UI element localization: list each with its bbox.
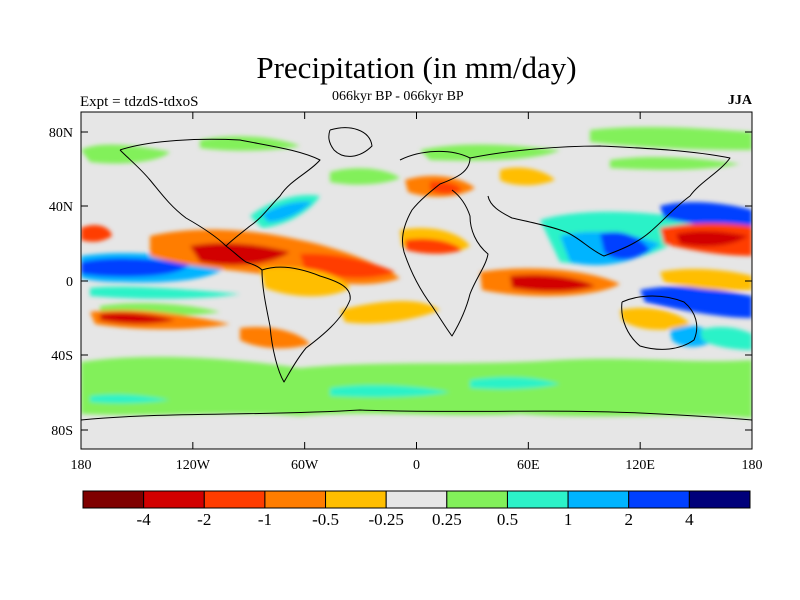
arctic-green bbox=[590, 126, 752, 150]
indian-ocean-red bbox=[510, 274, 595, 292]
west-pacific-red-core bbox=[676, 230, 748, 247]
greenland-coast bbox=[328, 127, 373, 157]
southern-ocean-cyan bbox=[470, 377, 560, 390]
colorbar-swatch bbox=[628, 490, 690, 509]
sahel-red bbox=[405, 238, 462, 254]
southern-ocean-cyan bbox=[90, 394, 170, 404]
experiment-label: Expt = tdzdS-tdxoS bbox=[80, 94, 199, 110]
east-asia-orange bbox=[500, 167, 555, 186]
colorbar-label: -2 bbox=[197, 510, 211, 529]
colorbar-label: -0.25 bbox=[368, 510, 403, 529]
colorbar-label: 2 bbox=[624, 510, 633, 529]
colorbar-swatch bbox=[325, 490, 387, 509]
south-pacific-red bbox=[100, 312, 175, 324]
europe-red bbox=[430, 181, 462, 194]
colorbar-label: 0.25 bbox=[432, 510, 462, 529]
colorbar-swatch bbox=[82, 490, 145, 509]
longitude-axis: 180 120W 60W 0 60E 120E 180 bbox=[71, 112, 763, 473]
colorbar-swatch bbox=[203, 490, 266, 509]
antarctica-coast bbox=[81, 409, 752, 421]
colorbar-swatch bbox=[688, 490, 751, 509]
colorbar-swatch bbox=[264, 490, 327, 509]
atlantic-red bbox=[300, 253, 395, 278]
lat-tick-label: 40S bbox=[51, 349, 73, 364]
lon-tick-label: 60E bbox=[517, 458, 540, 473]
colorbar-label: 4 bbox=[685, 510, 694, 529]
colorbar-swatch bbox=[506, 490, 569, 509]
colorbar-swatch bbox=[385, 490, 448, 509]
south-pacific-cyan bbox=[700, 327, 752, 350]
lon-tick-label: 180 bbox=[71, 458, 92, 473]
west-pacific-blue bbox=[660, 202, 752, 227]
southwest-pacific-blue bbox=[640, 286, 752, 318]
southern-ocean-cyan bbox=[330, 385, 450, 398]
colorbar-label: 1 bbox=[564, 510, 573, 529]
colorbar-swatch bbox=[143, 490, 205, 509]
precipitation-anomaly-field bbox=[81, 126, 752, 421]
eurasia-green bbox=[420, 144, 560, 161]
colorbar-label: -0.5 bbox=[312, 510, 339, 529]
asia-coast bbox=[469, 145, 731, 257]
lon-tick-label: 60W bbox=[291, 458, 319, 473]
coastlines bbox=[81, 127, 752, 421]
south-america-south-orange bbox=[240, 326, 310, 349]
pacific-deep-blue bbox=[81, 258, 190, 277]
north-america-coast bbox=[119, 138, 321, 247]
latitude-axis: 80N 40N 0 40S 80S bbox=[49, 126, 752, 439]
colorbar-label: 0.5 bbox=[497, 510, 518, 529]
period-label: 066kyr BP - 066kyr BP bbox=[332, 89, 464, 104]
colorbar-swatch bbox=[567, 490, 630, 509]
colorbar-swatch bbox=[446, 490, 508, 509]
atlantic-blue bbox=[262, 201, 312, 222]
lon-tick-label: 180 bbox=[742, 458, 763, 473]
north-atlantic-green bbox=[330, 168, 400, 185]
australia-orange bbox=[620, 307, 690, 330]
plot-title: Precipitation (in mm/day) bbox=[256, 50, 577, 85]
lat-tick-label: 0 bbox=[66, 275, 73, 290]
south-america-coast bbox=[261, 266, 351, 383]
pacific-cyan-below bbox=[90, 286, 240, 299]
north-pacific-green bbox=[81, 144, 170, 164]
pacific-north-red bbox=[81, 225, 112, 242]
lat-tick-label: 80S bbox=[51, 424, 73, 439]
colorbar-label: -4 bbox=[137, 510, 152, 529]
lat-tick-label: 80N bbox=[49, 126, 73, 141]
south-america-orange bbox=[260, 266, 350, 297]
central-america-coast bbox=[225, 245, 263, 271]
central-pacific-orange bbox=[660, 269, 752, 291]
colorbar-label: -1 bbox=[258, 510, 272, 529]
north-pacific-east-green bbox=[610, 157, 740, 170]
south-atlantic-orange bbox=[340, 300, 440, 324]
season-label: JJA bbox=[727, 93, 752, 108]
australia-coast bbox=[621, 295, 698, 350]
lon-tick-label: 0 bbox=[413, 458, 420, 473]
lon-tick-label: 120W bbox=[176, 458, 211, 473]
caribbean-red-core bbox=[190, 243, 290, 266]
lon-tick-label: 120E bbox=[625, 458, 655, 473]
europe-africa-coast bbox=[399, 150, 489, 337]
colorbar: -4 -2 -1 -0.5 -0.25 0.25 0.5 1 2 4 bbox=[82, 490, 751, 529]
lat-tick-label: 40N bbox=[49, 200, 73, 215]
